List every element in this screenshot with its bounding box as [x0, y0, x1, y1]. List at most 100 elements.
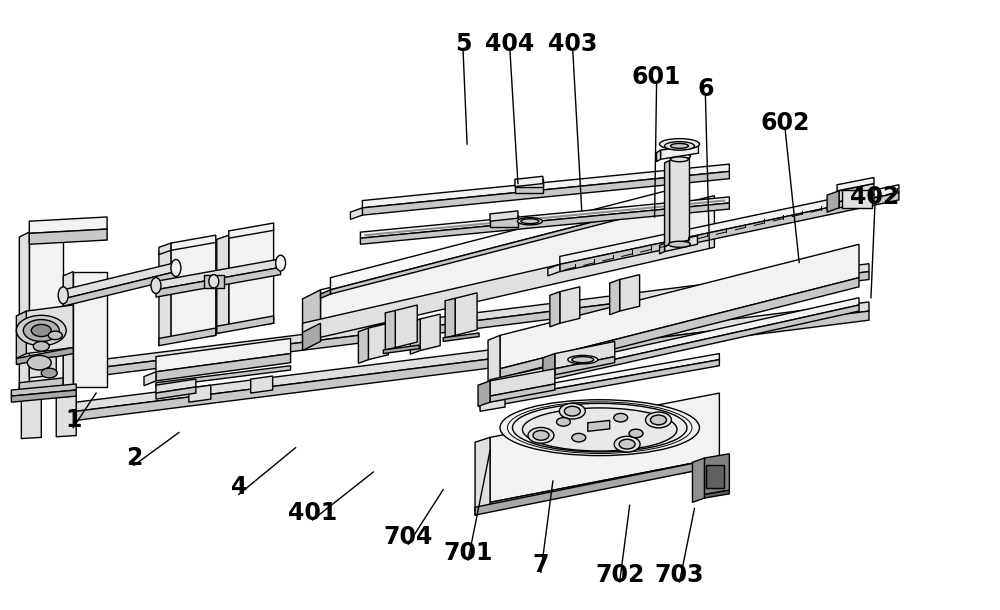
Polygon shape	[56, 396, 76, 437]
Polygon shape	[63, 271, 73, 391]
Polygon shape	[91, 264, 869, 369]
Polygon shape	[16, 348, 73, 365]
Text: 401: 401	[288, 501, 337, 525]
Text: 404: 404	[485, 32, 535, 56]
Polygon shape	[189, 385, 211, 402]
Polygon shape	[515, 176, 543, 187]
Ellipse shape	[660, 138, 699, 149]
Polygon shape	[76, 311, 869, 420]
Polygon shape	[11, 384, 76, 396]
Ellipse shape	[669, 153, 690, 159]
Polygon shape	[500, 244, 859, 369]
Circle shape	[614, 414, 628, 422]
Ellipse shape	[151, 278, 161, 293]
Polygon shape	[839, 195, 874, 208]
Text: 1: 1	[65, 408, 81, 432]
Polygon shape	[144, 371, 156, 386]
Polygon shape	[588, 420, 610, 431]
Circle shape	[27, 356, 51, 370]
Polygon shape	[303, 229, 714, 342]
Polygon shape	[455, 293, 477, 336]
Circle shape	[31, 325, 51, 337]
Bar	[515, 182, 543, 193]
Polygon shape	[560, 287, 580, 323]
Polygon shape	[217, 235, 229, 334]
Polygon shape	[490, 393, 719, 503]
Polygon shape	[383, 345, 419, 354]
Polygon shape	[29, 357, 56, 378]
Polygon shape	[303, 290, 320, 332]
Polygon shape	[704, 454, 729, 495]
Ellipse shape	[171, 259, 181, 276]
Polygon shape	[660, 243, 665, 254]
Text: 703: 703	[655, 562, 704, 587]
Text: 702: 702	[595, 562, 644, 587]
Polygon shape	[11, 390, 76, 402]
Polygon shape	[360, 203, 729, 244]
Polygon shape	[350, 208, 362, 220]
Circle shape	[556, 418, 570, 426]
Polygon shape	[543, 354, 555, 379]
Ellipse shape	[58, 287, 68, 304]
Polygon shape	[385, 310, 395, 350]
Polygon shape	[63, 262, 176, 299]
Text: 6: 6	[697, 77, 714, 101]
Ellipse shape	[568, 356, 598, 364]
Polygon shape	[21, 396, 41, 439]
Polygon shape	[156, 379, 196, 393]
Polygon shape	[490, 369, 555, 396]
Circle shape	[646, 412, 671, 428]
Text: 2: 2	[126, 446, 142, 470]
Circle shape	[614, 436, 640, 452]
Polygon shape	[839, 184, 874, 202]
Polygon shape	[29, 229, 107, 244]
Polygon shape	[665, 236, 697, 251]
Circle shape	[572, 433, 586, 442]
Polygon shape	[159, 247, 171, 346]
Polygon shape	[548, 264, 560, 276]
Ellipse shape	[517, 218, 542, 225]
Polygon shape	[443, 333, 479, 342]
Circle shape	[41, 368, 57, 378]
Polygon shape	[251, 376, 273, 393]
Polygon shape	[490, 298, 859, 387]
Circle shape	[33, 342, 49, 351]
Polygon shape	[362, 171, 729, 215]
Circle shape	[48, 331, 62, 340]
Text: 7: 7	[533, 553, 549, 577]
Ellipse shape	[669, 241, 690, 247]
Polygon shape	[610, 279, 620, 315]
Text: 701: 701	[443, 540, 493, 565]
Polygon shape	[156, 267, 281, 297]
Polygon shape	[229, 229, 274, 329]
Circle shape	[619, 439, 635, 449]
Ellipse shape	[276, 255, 286, 271]
Polygon shape	[478, 381, 490, 406]
Polygon shape	[475, 437, 490, 515]
Text: 4: 4	[231, 475, 247, 499]
Polygon shape	[330, 197, 689, 294]
Polygon shape	[171, 235, 216, 250]
Polygon shape	[29, 232, 63, 387]
Polygon shape	[475, 458, 719, 515]
Circle shape	[629, 429, 643, 438]
Polygon shape	[480, 354, 719, 402]
Ellipse shape	[671, 157, 688, 162]
Polygon shape	[19, 232, 29, 392]
Polygon shape	[550, 292, 560, 327]
Ellipse shape	[671, 143, 688, 148]
Circle shape	[16, 315, 66, 346]
Polygon shape	[410, 319, 420, 354]
Circle shape	[650, 415, 666, 425]
Polygon shape	[490, 384, 555, 402]
Polygon shape	[159, 328, 216, 346]
Bar	[490, 215, 518, 228]
Ellipse shape	[521, 219, 539, 224]
Polygon shape	[229, 223, 274, 239]
Polygon shape	[171, 241, 216, 342]
Polygon shape	[320, 290, 330, 298]
Polygon shape	[330, 185, 689, 290]
Polygon shape	[19, 378, 63, 392]
Polygon shape	[159, 243, 171, 254]
Circle shape	[528, 428, 554, 443]
